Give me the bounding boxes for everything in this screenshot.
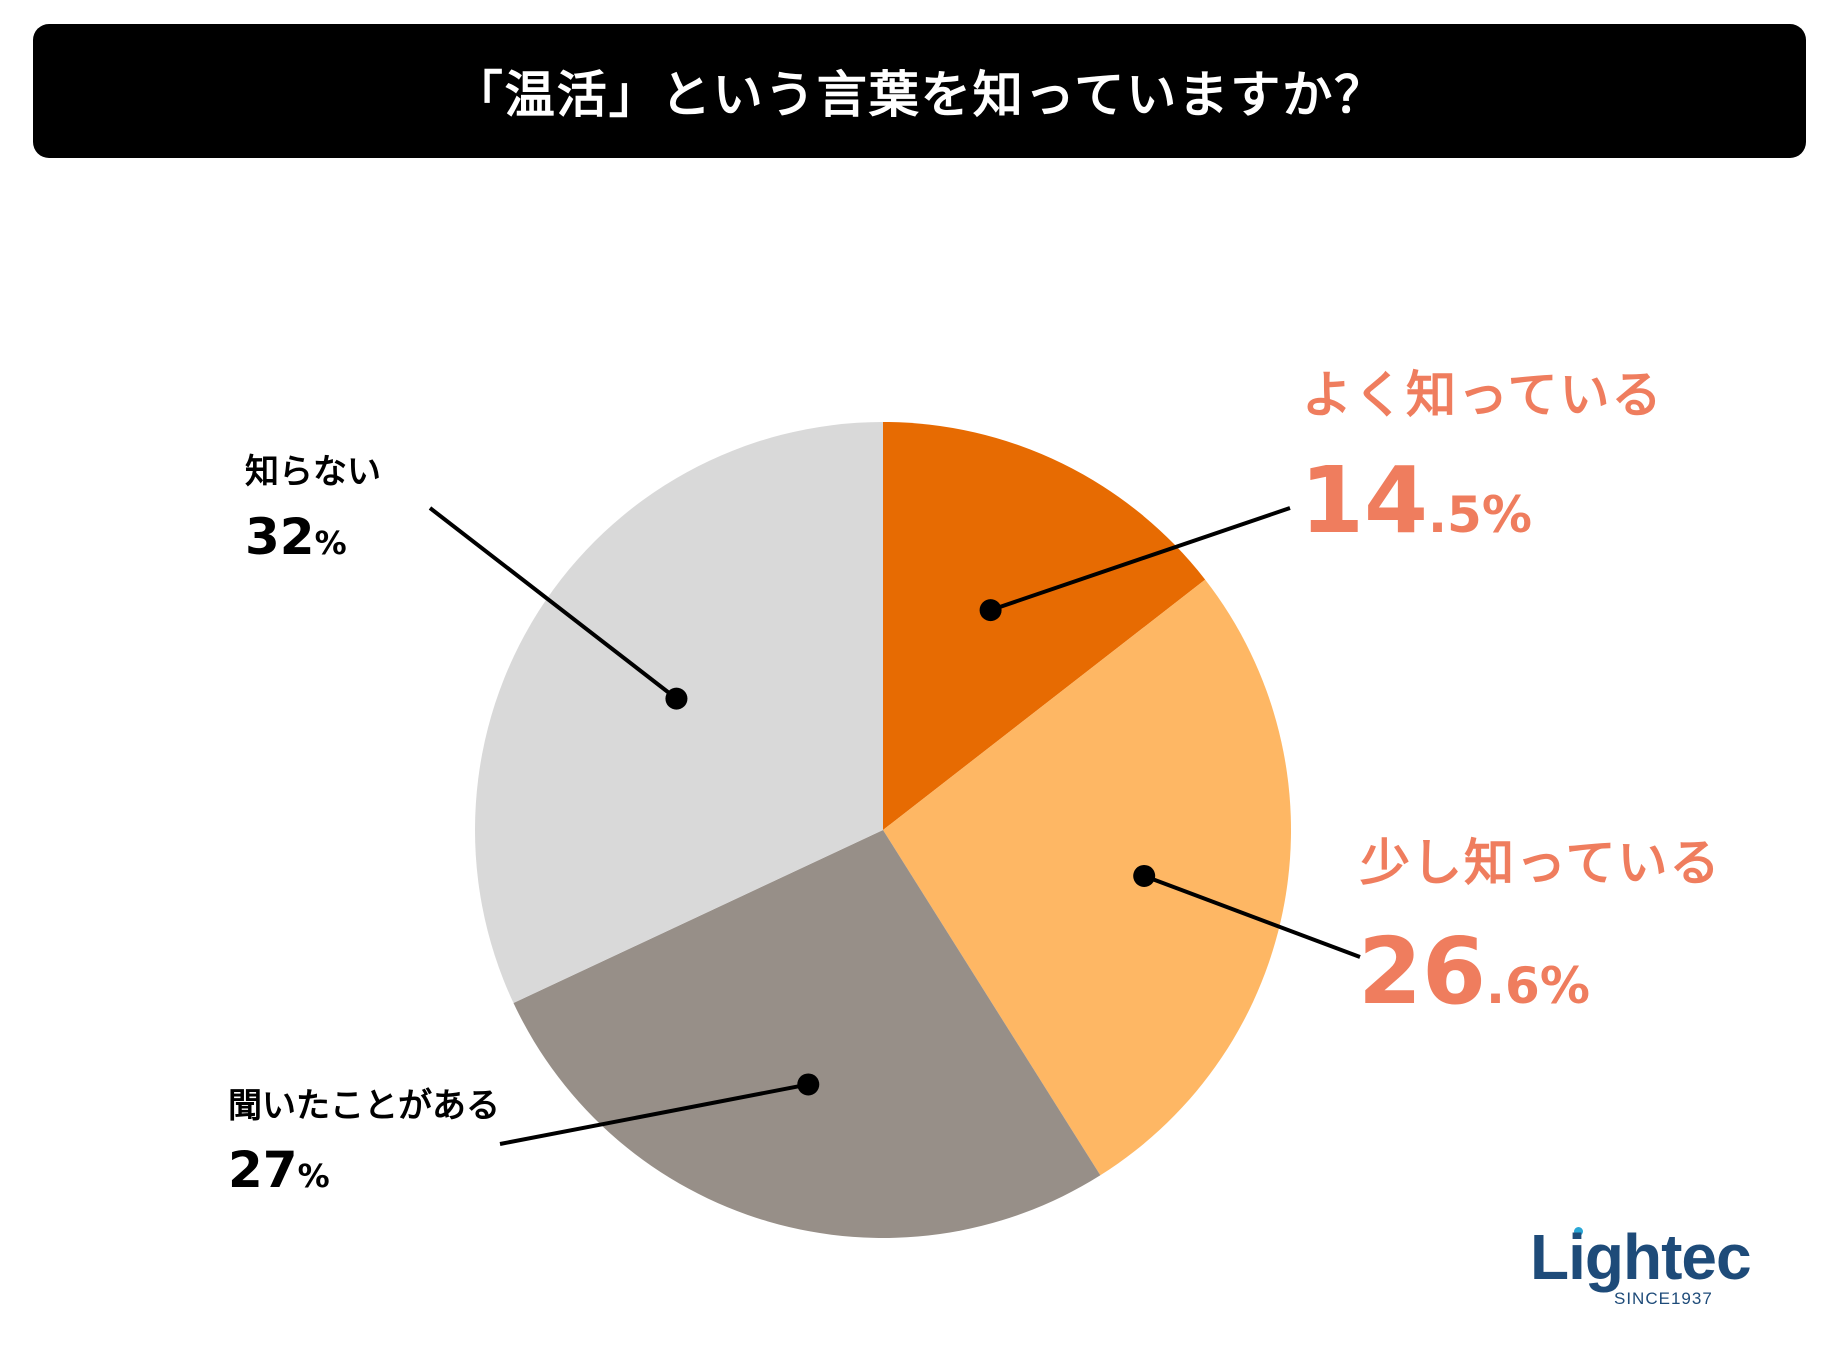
label-well-value-int: 14 (1300, 447, 1428, 554)
title-bar: 「温活」という言葉を知っていますか？ (33, 24, 1806, 158)
pie-slice-well (883, 422, 1206, 830)
leader-line-well (989, 506, 1291, 613)
leader-dot-unknown (665, 687, 688, 710)
lightec-logo: Lightec SINCE1937 (1530, 1225, 1752, 1315)
label-unknown-value-int: 32 (245, 508, 315, 566)
pie-slice-little (883, 579, 1292, 1176)
logo-dot-icon (1574, 1227, 1583, 1236)
leader-dot-well (979, 599, 1002, 622)
label-little-value-dec: .6% (1486, 957, 1590, 1015)
label-little-category: 少し知っている (1360, 834, 1722, 892)
pie-slice-unknown (474, 422, 883, 1003)
label-little-value-int: 26 (1358, 918, 1486, 1025)
label-little-value: 26.6% (1358, 918, 1590, 1025)
leader-line-little (1143, 874, 1361, 959)
leader-dot-little (1133, 864, 1156, 887)
pie-slice-heard (513, 830, 1101, 1238)
label-heard-value: 27% (228, 1141, 330, 1199)
label-heard-category: 聞いたことがある (228, 1086, 500, 1126)
logo-tagline: SINCE1937 (1614, 1289, 1713, 1308)
label-heard-value-int: 27 (228, 1141, 298, 1199)
label-unknown-value: 32% (245, 508, 347, 566)
label-well-category: よく知っている (1302, 366, 1664, 424)
chart-title: 「温活」という言葉を知っていますか？ (452, 66, 1387, 124)
leader-line-unknown (428, 506, 678, 701)
label-heard-value-dec: % (298, 1157, 330, 1195)
label-unknown-category: 知らない (245, 452, 381, 492)
label-well-value-dec: .5% (1428, 486, 1532, 544)
label-well-value: 14.5% (1300, 447, 1532, 554)
label-unknown-value-dec: % (315, 524, 347, 562)
leader-line-heard (499, 1082, 809, 1146)
leader-dot-heard (797, 1073, 820, 1096)
logo-wordmark: Lightec (1530, 1221, 1752, 1293)
